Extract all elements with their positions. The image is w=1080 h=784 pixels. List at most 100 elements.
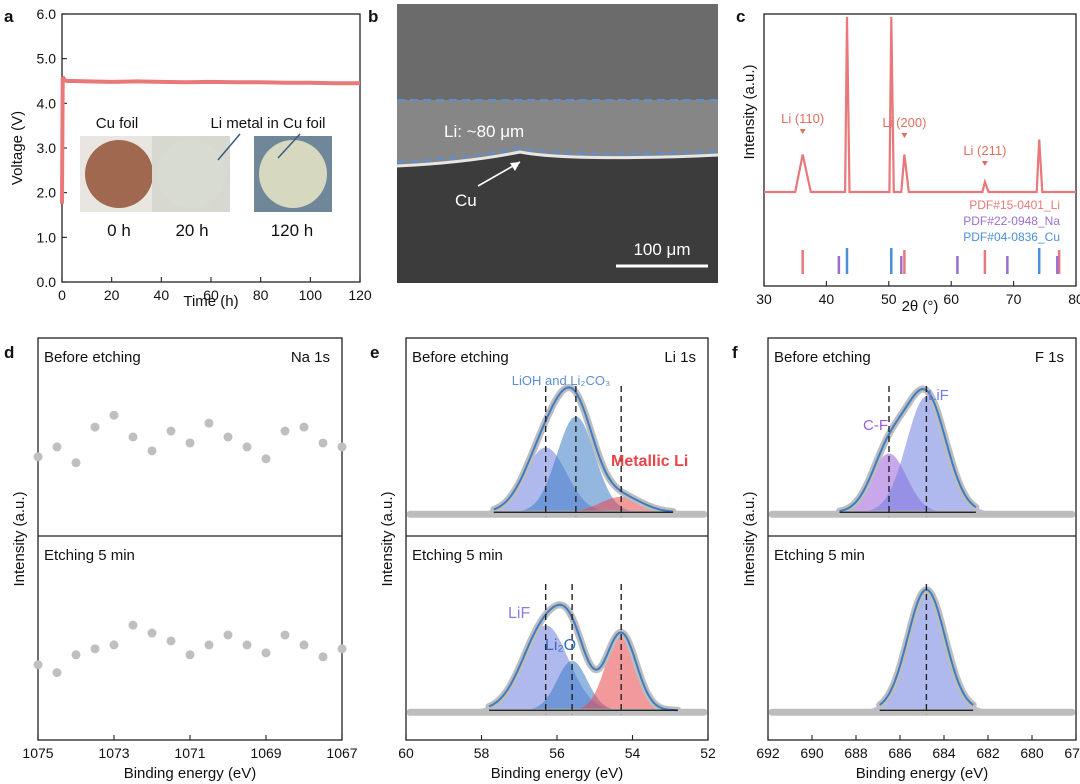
element-label: Li 1s [664,349,696,366]
data-point [128,620,138,630]
x-tick-label: 692 [756,745,780,761]
x-axis-label: Time (h) [183,293,238,310]
foil-disk [157,140,225,208]
y-tick-label: 3.0 [37,140,57,156]
x-tick-label: 60 [398,745,414,761]
x-tick-label: 56 [549,745,565,761]
panel-label: e [370,343,379,362]
x-tick-label: 70 [1006,291,1022,307]
x-axis-label: Binding energy (eV) [856,765,989,782]
data-point [185,650,195,660]
foil-disk [85,140,153,208]
data-point [242,640,252,650]
panel-label: d [4,343,14,362]
peak-marker [799,129,806,134]
x-tick-label: 60 [943,291,959,307]
y-tick-label: 5.0 [37,51,57,67]
y-axis-label: Intensity (a.u.) [379,491,396,586]
x-tick-label: 40 [819,291,835,307]
data-point [109,640,119,650]
x-tick-label: 1071 [174,745,205,761]
y-tick-label: 1.0 [37,229,57,245]
x-tick-label: 1067 [326,745,357,761]
data-point [185,438,195,448]
data-point [109,410,119,420]
x-tick-label: 100 [299,287,323,303]
peak-marker [981,161,988,166]
x-tick-label: 120 [348,287,372,303]
inset-title: Li metal in Cu foil [210,115,325,132]
data-point [204,418,214,428]
element-label: F 1s [1035,349,1064,366]
data-point [318,652,328,662]
voltage-line [60,75,360,204]
data-point [166,636,176,646]
x-tick-label: 680 [1020,745,1044,761]
inset-time-label: 20 h [175,221,208,240]
peak-label: Li (110) [781,111,824,126]
data-point [299,422,309,432]
x-axis-label: Binding energy (eV) [124,765,257,782]
peak-label: Li (211) [963,143,1006,158]
data-point [280,630,290,640]
data-point [223,630,233,640]
x-tick-label: 54 [625,745,641,761]
peak-annotation: LiF [508,605,530,622]
panel-f: f 692 690 688 686 684 682 680 678 Binding energy … [732,337,1080,782]
data-point [147,628,157,638]
element-label: Na 1s [291,349,330,366]
x-tick-label: 52 [700,745,716,761]
data-point [337,442,347,452]
inset-label: Cu foil [96,115,139,132]
cu-foil [396,150,719,168]
cu-substrate [397,152,718,283]
data-point [280,426,290,436]
x-tick-label: 0 [58,287,66,303]
peak-label: Li (200) [882,115,926,130]
subpanel-label: Etching 5 min [44,547,135,564]
substrate-label: Cu [455,191,477,210]
fit-peak [519,416,633,512]
envelope-line [839,387,977,513]
data-point [147,446,157,456]
data-point [261,648,271,658]
data-point [71,650,81,660]
subpanel-label: Before etching [774,349,871,366]
subpanel-label: Etching 5 min [774,547,865,564]
legend-entry: PDF#15-0401_Li [969,198,1060,212]
y-axis-label: Voltage (V) [9,111,26,185]
panel-label: a [4,7,14,26]
data-point [261,454,271,464]
peak-annotation: Li₂O [545,637,576,654]
data-point [223,432,233,442]
panel-label: c [736,7,745,26]
peak-annotation: LiF [928,387,949,404]
peak-annotation: C-F [863,417,888,434]
data-point [242,442,252,452]
data-point [204,640,214,650]
data-point [90,422,100,432]
x-tick-label: 20 [104,287,120,303]
data-point [71,458,81,468]
x-tick-label: 678 [1064,745,1080,761]
x-tick-label: 40 [154,287,170,303]
panel-label: f [732,343,738,362]
x-axis-label: Binding energy (eV) [491,765,624,782]
li-layer [397,100,718,166]
panel-c: c 30 40 50 60 70 80 2θ (°) Intensity (a.u.) Li (1… [736,7,1080,315]
x-tick-label: 80 [253,287,269,303]
x-axis-label: 2θ (°) [902,298,939,315]
y-tick-label: 6.0 [37,6,57,22]
data-point [33,660,43,670]
x-tick-label: 688 [844,745,868,761]
y-axis-label: Intensity (a.u.) [11,491,28,586]
peak-marker [901,133,908,138]
x-tick-label: 30 [756,291,772,307]
data-point [90,644,100,654]
panel-e: e 60 58 56 54 52 Binding energy (eV) Intensity … [370,337,716,782]
x-tick-label: 1075 [22,745,53,761]
y-tick-label: 4.0 [37,95,57,111]
x-tick-label: 686 [888,745,912,761]
plot-frame [763,13,1077,287]
